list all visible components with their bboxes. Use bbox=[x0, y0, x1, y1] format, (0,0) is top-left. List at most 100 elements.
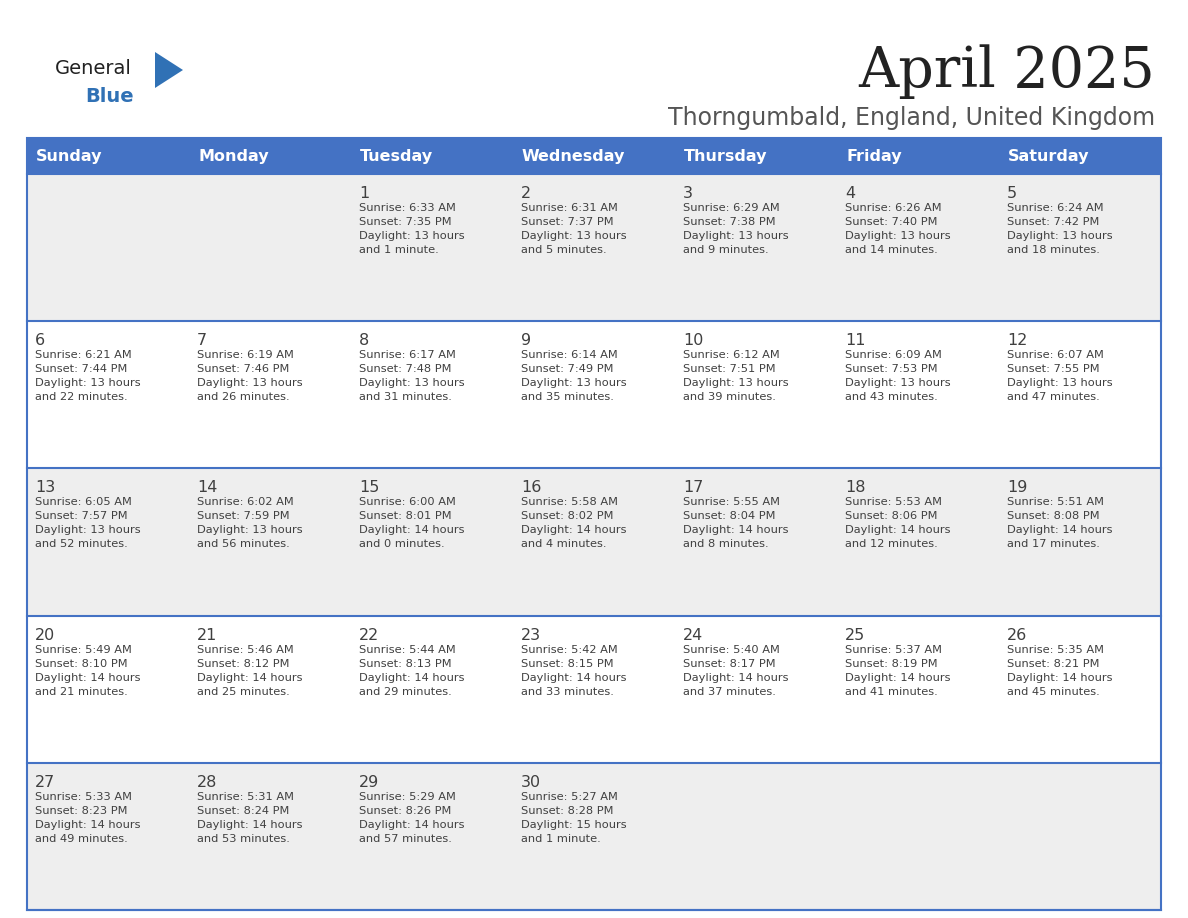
Text: 22: 22 bbox=[359, 628, 379, 643]
Bar bbox=[999, 468, 1161, 616]
Text: 5: 5 bbox=[1007, 186, 1017, 201]
Bar bbox=[513, 321, 675, 468]
Text: Sunrise: 6:26 AM
Sunset: 7:40 PM
Daylight: 13 hours
and 14 minutes.: Sunrise: 6:26 AM Sunset: 7:40 PM Dayligh… bbox=[845, 203, 950, 255]
Bar bbox=[189, 174, 350, 321]
Text: Sunrise: 5:46 AM
Sunset: 8:12 PM
Daylight: 14 hours
and 25 minutes.: Sunrise: 5:46 AM Sunset: 8:12 PM Dayligh… bbox=[197, 644, 303, 697]
Text: Wednesday: Wednesday bbox=[522, 149, 625, 163]
Text: Sunrise: 5:31 AM
Sunset: 8:24 PM
Daylight: 14 hours
and 53 minutes.: Sunrise: 5:31 AM Sunset: 8:24 PM Dayligh… bbox=[197, 792, 303, 844]
Text: 16: 16 bbox=[522, 480, 542, 496]
Bar bbox=[189, 616, 350, 763]
Text: Sunrise: 6:12 AM
Sunset: 7:51 PM
Daylight: 13 hours
and 39 minutes.: Sunrise: 6:12 AM Sunset: 7:51 PM Dayligh… bbox=[683, 350, 789, 402]
Text: 25: 25 bbox=[845, 628, 865, 643]
Text: Saturday: Saturday bbox=[1007, 149, 1089, 163]
Text: Friday: Friday bbox=[846, 149, 902, 163]
Text: 11: 11 bbox=[845, 333, 866, 348]
Text: Sunrise: 5:37 AM
Sunset: 8:19 PM
Daylight: 14 hours
and 41 minutes.: Sunrise: 5:37 AM Sunset: 8:19 PM Dayligh… bbox=[845, 644, 950, 697]
Text: 20: 20 bbox=[34, 628, 56, 643]
Text: 10: 10 bbox=[683, 333, 703, 348]
Text: Sunrise: 5:27 AM
Sunset: 8:28 PM
Daylight: 15 hours
and 1 minute.: Sunrise: 5:27 AM Sunset: 8:28 PM Dayligh… bbox=[522, 792, 626, 844]
Text: Sunrise: 6:05 AM
Sunset: 7:57 PM
Daylight: 13 hours
and 52 minutes.: Sunrise: 6:05 AM Sunset: 7:57 PM Dayligh… bbox=[34, 498, 140, 549]
Text: 18: 18 bbox=[845, 480, 866, 496]
Bar bbox=[999, 616, 1161, 763]
Bar bbox=[838, 468, 999, 616]
Text: Sunrise: 5:58 AM
Sunset: 8:02 PM
Daylight: 14 hours
and 4 minutes.: Sunrise: 5:58 AM Sunset: 8:02 PM Dayligh… bbox=[522, 498, 626, 549]
Bar bbox=[675, 174, 838, 321]
Bar bbox=[350, 616, 513, 763]
Text: General: General bbox=[55, 59, 132, 77]
Text: Sunrise: 6:02 AM
Sunset: 7:59 PM
Daylight: 13 hours
and 56 minutes.: Sunrise: 6:02 AM Sunset: 7:59 PM Dayligh… bbox=[197, 498, 303, 549]
Text: Sunrise: 6:21 AM
Sunset: 7:44 PM
Daylight: 13 hours
and 22 minutes.: Sunrise: 6:21 AM Sunset: 7:44 PM Dayligh… bbox=[34, 350, 140, 402]
Bar bbox=[350, 321, 513, 468]
Bar bbox=[513, 468, 675, 616]
Text: 21: 21 bbox=[197, 628, 217, 643]
Text: Monday: Monday bbox=[198, 149, 268, 163]
Text: Blue: Blue bbox=[86, 87, 133, 106]
Text: 2: 2 bbox=[522, 186, 531, 201]
Text: Thorngumbald, England, United Kingdom: Thorngumbald, England, United Kingdom bbox=[668, 106, 1155, 130]
Bar bbox=[675, 138, 838, 174]
Bar bbox=[189, 321, 350, 468]
Bar bbox=[27, 616, 189, 763]
Bar bbox=[27, 468, 189, 616]
Text: Sunrise: 6:33 AM
Sunset: 7:35 PM
Daylight: 13 hours
and 1 minute.: Sunrise: 6:33 AM Sunset: 7:35 PM Dayligh… bbox=[359, 203, 465, 255]
Text: 28: 28 bbox=[197, 775, 217, 789]
Text: 12: 12 bbox=[1007, 333, 1028, 348]
Bar bbox=[513, 174, 675, 321]
Bar bbox=[675, 616, 838, 763]
Text: 3: 3 bbox=[683, 186, 693, 201]
Text: 7: 7 bbox=[197, 333, 207, 348]
Text: Sunrise: 6:24 AM
Sunset: 7:42 PM
Daylight: 13 hours
and 18 minutes.: Sunrise: 6:24 AM Sunset: 7:42 PM Dayligh… bbox=[1007, 203, 1113, 255]
Text: 19: 19 bbox=[1007, 480, 1028, 496]
Bar bbox=[189, 763, 350, 910]
Bar bbox=[27, 174, 189, 321]
Text: Tuesday: Tuesday bbox=[360, 149, 434, 163]
Bar bbox=[999, 763, 1161, 910]
Text: 24: 24 bbox=[683, 628, 703, 643]
Text: Sunrise: 5:40 AM
Sunset: 8:17 PM
Daylight: 14 hours
and 37 minutes.: Sunrise: 5:40 AM Sunset: 8:17 PM Dayligh… bbox=[683, 644, 789, 697]
Text: 14: 14 bbox=[197, 480, 217, 496]
Text: 13: 13 bbox=[34, 480, 56, 496]
Bar bbox=[27, 138, 189, 174]
Bar bbox=[513, 616, 675, 763]
Bar bbox=[675, 321, 838, 468]
Text: 8: 8 bbox=[359, 333, 369, 348]
Bar bbox=[189, 468, 350, 616]
Text: 6: 6 bbox=[34, 333, 45, 348]
Bar bbox=[27, 321, 189, 468]
Bar bbox=[350, 138, 513, 174]
Bar bbox=[27, 763, 189, 910]
Text: Sunrise: 6:07 AM
Sunset: 7:55 PM
Daylight: 13 hours
and 47 minutes.: Sunrise: 6:07 AM Sunset: 7:55 PM Dayligh… bbox=[1007, 350, 1113, 402]
Text: Sunrise: 5:53 AM
Sunset: 8:06 PM
Daylight: 14 hours
and 12 minutes.: Sunrise: 5:53 AM Sunset: 8:06 PM Dayligh… bbox=[845, 498, 950, 549]
Text: Sunrise: 5:33 AM
Sunset: 8:23 PM
Daylight: 14 hours
and 49 minutes.: Sunrise: 5:33 AM Sunset: 8:23 PM Dayligh… bbox=[34, 792, 140, 844]
Bar bbox=[838, 763, 999, 910]
Bar bbox=[27, 138, 1161, 910]
Text: 1: 1 bbox=[359, 186, 369, 201]
Text: Sunrise: 5:35 AM
Sunset: 8:21 PM
Daylight: 14 hours
and 45 minutes.: Sunrise: 5:35 AM Sunset: 8:21 PM Dayligh… bbox=[1007, 644, 1112, 697]
Bar bbox=[350, 468, 513, 616]
Text: Sunrise: 5:44 AM
Sunset: 8:13 PM
Daylight: 14 hours
and 29 minutes.: Sunrise: 5:44 AM Sunset: 8:13 PM Dayligh… bbox=[359, 644, 465, 697]
Text: Sunrise: 6:17 AM
Sunset: 7:48 PM
Daylight: 13 hours
and 31 minutes.: Sunrise: 6:17 AM Sunset: 7:48 PM Dayligh… bbox=[359, 350, 465, 402]
Text: 9: 9 bbox=[522, 333, 531, 348]
Polygon shape bbox=[154, 52, 183, 88]
Text: 17: 17 bbox=[683, 480, 703, 496]
Text: Sunrise: 6:14 AM
Sunset: 7:49 PM
Daylight: 13 hours
and 35 minutes.: Sunrise: 6:14 AM Sunset: 7:49 PM Dayligh… bbox=[522, 350, 626, 402]
Bar bbox=[513, 138, 675, 174]
Text: Sunrise: 6:19 AM
Sunset: 7:46 PM
Daylight: 13 hours
and 26 minutes.: Sunrise: 6:19 AM Sunset: 7:46 PM Dayligh… bbox=[197, 350, 303, 402]
Text: Sunrise: 5:29 AM
Sunset: 8:26 PM
Daylight: 14 hours
and 57 minutes.: Sunrise: 5:29 AM Sunset: 8:26 PM Dayligh… bbox=[359, 792, 465, 844]
Bar bbox=[838, 321, 999, 468]
Text: 29: 29 bbox=[359, 775, 379, 789]
Bar bbox=[675, 468, 838, 616]
Bar bbox=[675, 763, 838, 910]
Bar bbox=[838, 616, 999, 763]
Text: 4: 4 bbox=[845, 186, 855, 201]
Text: April 2025: April 2025 bbox=[858, 45, 1155, 99]
Bar bbox=[999, 321, 1161, 468]
Bar bbox=[350, 174, 513, 321]
Text: 26: 26 bbox=[1007, 628, 1028, 643]
Text: 23: 23 bbox=[522, 628, 541, 643]
Bar bbox=[838, 174, 999, 321]
Bar bbox=[513, 763, 675, 910]
Text: 15: 15 bbox=[359, 480, 379, 496]
Bar bbox=[189, 138, 350, 174]
Bar bbox=[999, 174, 1161, 321]
